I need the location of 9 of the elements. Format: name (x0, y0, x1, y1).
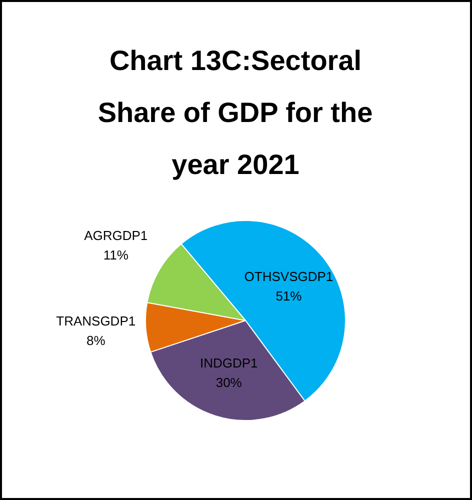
data-label: 30% (216, 375, 242, 390)
data-label: 8% (86, 333, 106, 348)
chart-title: Chart 13C:Sectoral Share of GDP for the year 2021 (98, 45, 373, 180)
data-label: 11% (103, 247, 129, 262)
slice-label: OTHSVSGDP1 (244, 269, 334, 284)
slice-label: INDGDP1 (200, 356, 258, 371)
slice-label: AGRGDP1 (84, 228, 148, 243)
data-label: 51% (276, 288, 302, 304)
slice-label: TRANSGDP1 (56, 314, 136, 329)
